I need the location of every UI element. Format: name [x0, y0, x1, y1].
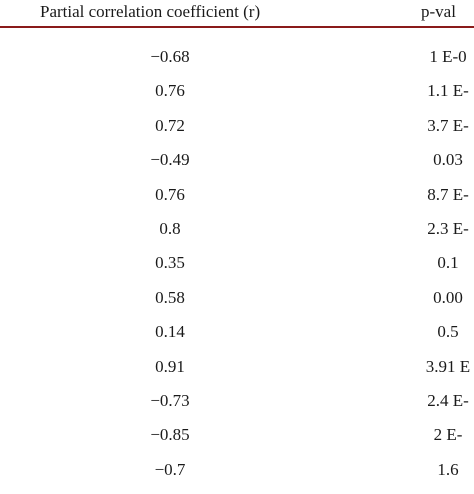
cell-p-value: 0.00 — [433, 287, 463, 307]
table-row: −0.68 1 E-0 — [0, 47, 474, 81]
cell-r: −0.49 — [150, 150, 190, 170]
cell-p-value: 3.91 E — [425, 356, 471, 376]
table-row: 0.8 2.3 E- — [0, 219, 474, 253]
table-row: 0.76 8.7 E- — [0, 185, 474, 219]
cell-r: 0.91 — [155, 356, 185, 376]
table-row: −0.49 0.03 — [0, 150, 474, 184]
cell-p-value: 2 E- — [433, 425, 463, 445]
cell-r: −0.7 — [154, 459, 186, 479]
header-rule — [0, 26, 474, 28]
cell-p-value: 1.1 E- — [427, 81, 469, 101]
table-row: 0.72 3.7 E- — [0, 116, 474, 150]
table-row: 0.14 0.5 — [0, 322, 474, 356]
cell-r: −0.73 — [150, 390, 190, 410]
cell-r: 0.76 — [155, 184, 185, 204]
table-row: −0.73 2.4 E- — [0, 391, 474, 425]
table-row: −0.7 1.6 — [0, 460, 474, 494]
cell-p-value: 0.03 — [433, 150, 463, 170]
cell-p-value: 0.5 — [437, 322, 459, 342]
table-row: 0.76 1.1 E- — [0, 81, 474, 115]
cell-r: 0.35 — [155, 253, 185, 273]
cell-p-value: 0.1 — [437, 253, 459, 273]
correlation-table: Partial correlation coefficient (r) p-va… — [0, 0, 474, 479]
table-body: −0.68 1 E-0 0.76 1.1 E- 0.72 3.7 E- −0.4… — [0, 47, 474, 494]
cell-r: −0.68 — [150, 47, 190, 66]
cell-r: 0.72 — [155, 115, 185, 135]
table-row: −0.85 2 E- — [0, 425, 474, 459]
header-partial-correlation: Partial correlation coefficient (r) — [40, 2, 261, 21]
cell-r: 0.14 — [155, 322, 185, 342]
cell-r: 0.8 — [159, 218, 181, 238]
cell-r: 0.76 — [155, 81, 185, 101]
header-p-value: p-val — [421, 2, 456, 21]
cell-p-value: 3.7 E- — [427, 115, 469, 135]
table-row: 0.91 3.91 E — [0, 357, 474, 391]
table-row: 0.35 0.1 — [0, 253, 474, 287]
cell-p-value: 1 E-0 — [429, 47, 467, 66]
cell-p-value: 1.6 — [437, 459, 459, 479]
cell-p-value: 8.7 E- — [427, 184, 469, 204]
cell-p-value: 2.4 E- — [427, 390, 469, 410]
cell-r: −0.85 — [150, 425, 190, 445]
table-header: Partial correlation coefficient (r) p-va… — [0, 0, 474, 27]
cell-r: 0.58 — [155, 287, 185, 307]
table-row: 0.58 0.00 — [0, 288, 474, 322]
cell-p-value: 2.3 E- — [427, 218, 469, 238]
